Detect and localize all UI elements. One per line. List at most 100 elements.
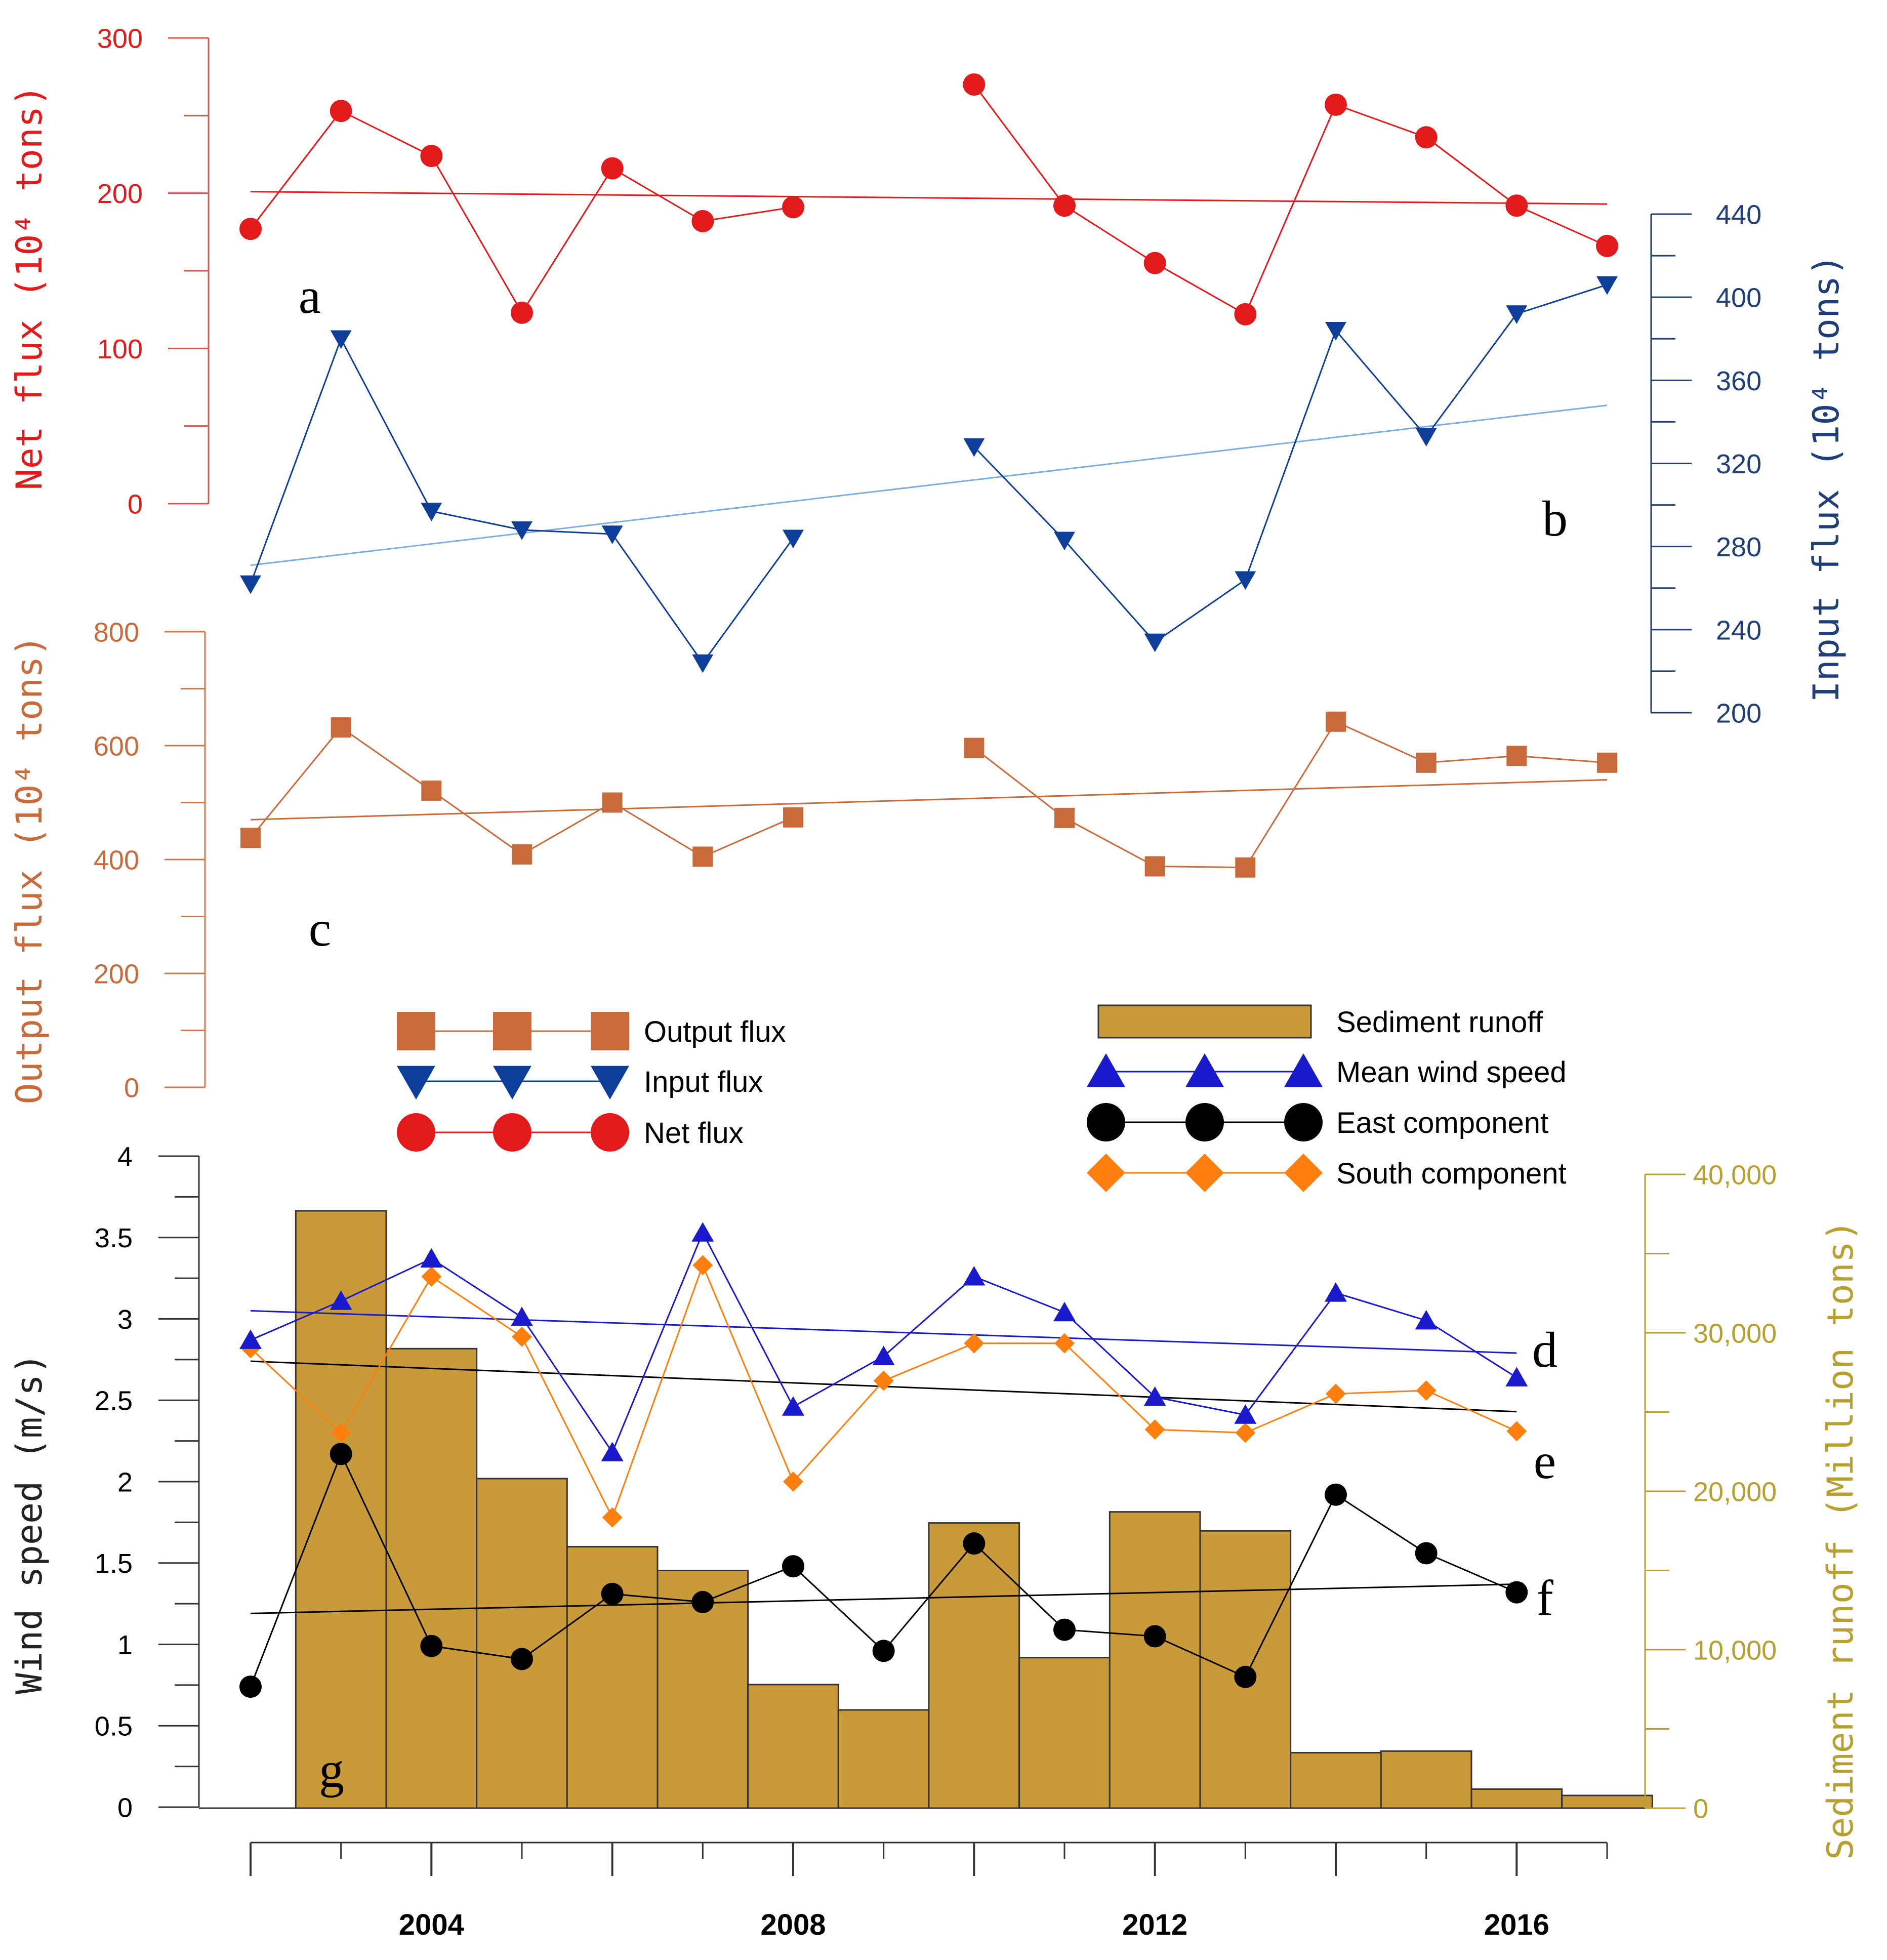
- legend-left-label-1: Input flux: [644, 1066, 763, 1098]
- wind-tick-label: 2: [117, 1467, 133, 1497]
- south-point-2003: [331, 1422, 351, 1443]
- legend-right-marker: [1185, 1103, 1224, 1141]
- x-tick-label: 2008: [760, 1908, 826, 1941]
- legend-right-marker: [1087, 1053, 1125, 1087]
- legend-right-marker: [1284, 1154, 1323, 1192]
- east-point-2016: [1505, 1581, 1528, 1604]
- legend-left-marker: [591, 1066, 629, 1100]
- sediment-axis-title: Sediment runoff (Million tons): [1820, 1220, 1861, 1860]
- sediment-bar-2003: [295, 1210, 387, 1809]
- input-point-2017: [1596, 276, 1618, 295]
- wind-point-2008: [782, 1396, 804, 1416]
- output-point-2003: [331, 717, 351, 738]
- east-point-2014: [1325, 1483, 1347, 1506]
- input-trend-line: [250, 404, 1608, 566]
- input-tick-label: 440: [1716, 199, 1761, 230]
- net-tick-label: 200: [97, 179, 143, 209]
- output-tick-label: 200: [94, 959, 139, 989]
- east-trend-line: [250, 1583, 1517, 1614]
- east-point-2013: [1234, 1665, 1257, 1688]
- south-point-2013: [1235, 1422, 1256, 1443]
- net-axis-title: Net flux (10⁴ tons): [9, 85, 50, 491]
- output-point-2012: [1144, 856, 1165, 877]
- wind-point-2015: [1415, 1310, 1438, 1330]
- output-trend-line: [250, 779, 1608, 821]
- output-line-0: [250, 726, 794, 858]
- legend-right-marker: [1087, 1103, 1125, 1141]
- legend-right-marker: [1185, 1053, 1224, 1087]
- wind-point-2013: [1234, 1404, 1257, 1424]
- input-axis-title: Input flux (10⁴ tons): [1806, 254, 1847, 702]
- legend-left-marker: [591, 1113, 629, 1152]
- wind-point-2004: [420, 1248, 443, 1268]
- sediment-tick-label: 10,000: [1693, 1635, 1777, 1665]
- wind-tick-label: 3.5: [95, 1223, 133, 1253]
- south-point-2005: [512, 1326, 532, 1347]
- legend-right-label-3: South component: [1336, 1157, 1567, 1190]
- input-point-2011: [1054, 532, 1075, 551]
- sediment-tick-label: 40,000: [1693, 1160, 1777, 1190]
- south-point-2010: [964, 1333, 984, 1354]
- net-point-2002: [239, 218, 262, 240]
- south-point-2015: [1416, 1380, 1437, 1401]
- panel-label-a: a: [299, 268, 321, 324]
- legend-left-marker: [493, 1066, 531, 1100]
- legend-right-label-0: Sediment runoff: [1336, 1006, 1543, 1039]
- output-point-2005: [512, 844, 532, 865]
- south-point-2012: [1144, 1419, 1165, 1440]
- sediment-bar-2004: [385, 1348, 478, 1809]
- output-point-2007: [692, 846, 713, 867]
- output-tick-label: 400: [94, 845, 139, 875]
- output-point-2010: [964, 738, 984, 758]
- panel-label-f: f: [1536, 1570, 1553, 1626]
- output-point-2002: [240, 828, 261, 848]
- sediment-tick-label: 20,000: [1693, 1477, 1777, 1507]
- net-point-2011: [1053, 194, 1076, 217]
- east-point-2012: [1143, 1625, 1166, 1648]
- south-point-2007: [692, 1255, 713, 1276]
- net-point-2007: [691, 210, 714, 232]
- input-point-2007: [692, 654, 714, 673]
- wind-point-2011: [1053, 1301, 1076, 1322]
- net-point-2013: [1234, 303, 1257, 325]
- wind-point-2012: [1143, 1386, 1166, 1406]
- input-point-2016: [1506, 305, 1528, 324]
- east-point-2009: [872, 1640, 895, 1662]
- net-line-0: [250, 110, 794, 314]
- wind-point-2002: [239, 1329, 262, 1349]
- panel-label-g: g: [319, 1742, 344, 1798]
- output-point-2014: [1326, 711, 1346, 732]
- sediment-bar-2010: [928, 1522, 1020, 1809]
- south-point-2006: [602, 1507, 623, 1528]
- output-line-1: [973, 720, 1608, 869]
- legend-left-marker: [397, 1012, 435, 1050]
- wind-axis-title: Wind speed (m/s): [9, 1353, 50, 1694]
- output-point-2013: [1235, 857, 1256, 878]
- legend-left-label-2: Net flux: [644, 1117, 744, 1150]
- east-point-2004: [420, 1635, 443, 1657]
- south-point-2004: [421, 1266, 442, 1287]
- input-point-2012: [1144, 633, 1166, 652]
- input-point-2002: [240, 575, 261, 594]
- wind-point-2016: [1505, 1367, 1528, 1386]
- input-point-2004: [421, 503, 442, 521]
- output-point-2004: [421, 780, 442, 801]
- legend-right-bar: [1097, 1004, 1312, 1039]
- net-line-1: [973, 84, 1608, 315]
- output-axis-title: Output flux (10⁴ tons): [9, 635, 50, 1104]
- legend-right-marker: [1284, 1103, 1323, 1141]
- input-point-2003: [330, 330, 352, 349]
- x-tick-label: 2012: [1122, 1908, 1187, 1941]
- east-point-2008: [782, 1555, 804, 1578]
- x-tick-label: 2016: [1484, 1908, 1549, 1941]
- net-point-2003: [330, 100, 352, 123]
- east-point-2011: [1053, 1618, 1076, 1641]
- net-point-2015: [1415, 126, 1438, 149]
- net-point-2017: [1596, 234, 1618, 257]
- input-point-2015: [1415, 428, 1437, 447]
- east-point-2007: [691, 1590, 714, 1613]
- east-point-2005: [511, 1648, 533, 1670]
- wind-point-2005: [511, 1306, 533, 1326]
